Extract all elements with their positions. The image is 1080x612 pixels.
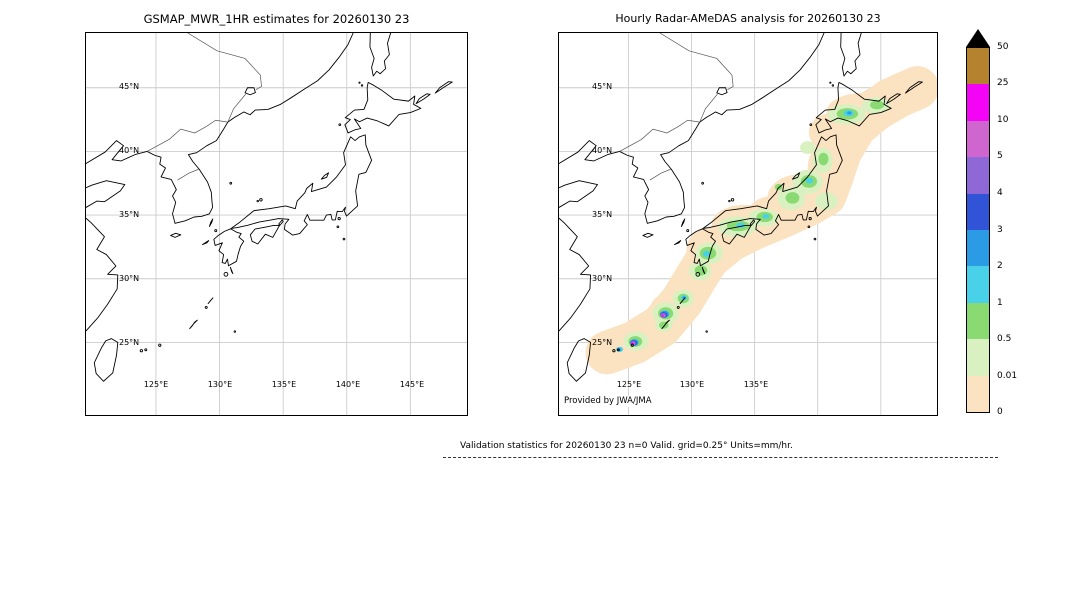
validation-caption: Validation statistics for 20260130 23 n=… <box>443 441 998 458</box>
colorbar-segment <box>967 266 989 303</box>
coastlines <box>86 33 453 382</box>
colorbar-segment <box>967 375 989 413</box>
coastline-kurils <box>415 81 453 105</box>
gsmap-map-panel: 45°N 40°N 35°N 30°N 25°N 125°E 130°E 135… <box>85 32 468 416</box>
lon-tick-label: 125°E <box>143 380 169 389</box>
small-islands <box>170 172 330 330</box>
radar-map-svg <box>559 33 937 415</box>
lat-tick-label: 40°N <box>119 146 140 155</box>
country-borders <box>146 33 262 181</box>
colorbar-tick-label: 5 <box>997 151 1003 161</box>
colorbar-tick-label: 0 <box>997 407 1003 417</box>
colorbar-tick-label: 0.01 <box>997 371 1018 381</box>
lat-tick-label: 45°N <box>592 82 613 91</box>
colorbar-tick-label: 10 <box>997 115 1009 125</box>
colorbar-segment <box>967 157 989 194</box>
data-credit-label: Provided by JWA/JMA <box>562 396 654 408</box>
country-borders <box>619 33 734 181</box>
left-panel-title: GSMAP_MWR_1HR estimates for 20260130 23 <box>143 12 410 26</box>
coastline-taiwan <box>93 338 119 382</box>
lat-tick-label: 25°N <box>592 338 613 347</box>
coastlines <box>559 33 923 382</box>
colorbar-segment <box>967 230 989 267</box>
lon-tick-label: 125°E <box>616 380 642 389</box>
coastline-honshu <box>230 134 373 236</box>
colorbar-tick-label: 4 <box>997 188 1003 198</box>
right-panel-title: Hourly Radar-AMeDAS analysis for 2026013… <box>615 12 881 25</box>
gsmap-map-svg <box>86 33 467 415</box>
lat-tick-label: 30°N <box>592 274 613 283</box>
lat-tick-label: 30°N <box>119 274 140 283</box>
colorbar-tick-label: 2 <box>997 261 1003 271</box>
colorbar-segment <box>967 120 989 158</box>
lat-tick-label: 25°N <box>119 338 140 347</box>
coastline-mainland-korea <box>146 33 354 224</box>
colorbar-segment <box>967 339 989 376</box>
radar-amedas-map-panel: 45°N 40°N 35°N 30°N 25°N 125°E 130°E 135… <box>558 32 938 416</box>
gridlines <box>86 33 467 415</box>
lon-tick-label: 130°E <box>207 380 233 389</box>
coastline-sakhalin <box>369 33 392 77</box>
lat-tick-label: 45°N <box>119 82 140 91</box>
coastline-kyushu <box>213 228 245 267</box>
lon-tick-label: 135°E <box>743 380 769 389</box>
colorbar-segment <box>967 193 989 231</box>
colorbar-tick-label: 3 <box>997 225 1003 235</box>
lon-tick-label: 135°E <box>271 380 297 389</box>
colorbar-segment <box>967 48 989 85</box>
coastline-hokkaido <box>344 81 422 134</box>
lat-tick-label: 35°N <box>119 210 140 219</box>
lake-khanka <box>244 87 256 96</box>
lat-tick-label: 40°N <box>592 146 613 155</box>
lon-tick-label: 130°E <box>679 380 705 389</box>
colorbar <box>966 47 990 413</box>
colorbar-tick-label: 25 <box>997 78 1009 88</box>
lat-tick-label: 35°N <box>592 210 613 219</box>
colorbar-segment <box>967 302 989 340</box>
colorbar-tick-label: 50 <box>997 42 1009 52</box>
coastline-shikoku <box>249 224 281 245</box>
lon-tick-label: 145°E <box>399 380 425 389</box>
precipitation-overlay <box>585 66 937 375</box>
colorbar-segment <box>967 84 989 121</box>
coastline-china <box>86 140 148 332</box>
lon-tick-label: 140°E <box>335 380 361 389</box>
colorbar-overflow-triangle <box>966 29 990 47</box>
colorbar-tick-label: 0.5 <box>997 334 1012 344</box>
colorbar-tick-label: 1 <box>997 298 1003 308</box>
